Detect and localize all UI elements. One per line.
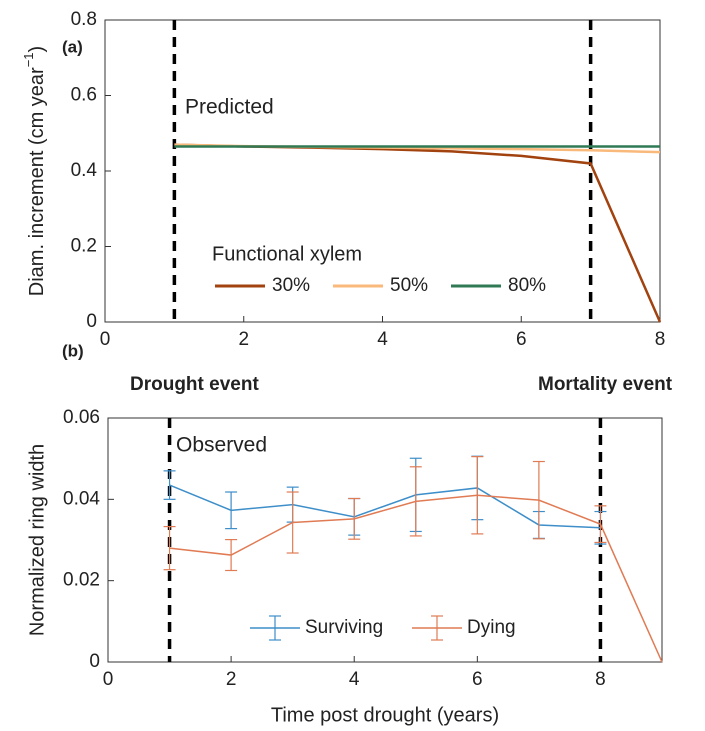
y-tick-label: 0.8	[71, 9, 97, 30]
error-bar	[532, 460, 545, 540]
legend-label: 80%	[508, 275, 546, 296]
error-bar	[163, 525, 176, 571]
y-axis-label-text: )	[26, 46, 48, 53]
x-tick-label: 0	[100, 329, 111, 350]
x-tick-label: 8	[655, 329, 666, 350]
error-bar	[163, 470, 176, 500]
event-label: Mortality event	[538, 374, 673, 395]
x-tick-label: 6	[472, 669, 483, 690]
y-tick-label: 0	[89, 651, 100, 672]
error-bar	[225, 491, 238, 530]
y-tick-label: 0.04	[63, 488, 100, 509]
y-axis-label-text: Diam. increment (cm year	[26, 67, 48, 296]
y-tick-label: 0.02	[63, 570, 100, 591]
error-bar	[348, 497, 361, 540]
y-axis-label: Diam. increment (cm year−1)	[21, 46, 48, 296]
legend-label: Dying	[467, 617, 516, 638]
error-bar	[594, 505, 607, 544]
panel-label: (b)	[62, 341, 84, 360]
annotation: Predicted	[185, 96, 274, 119]
axes-box	[104, 19, 661, 323]
event-label: Drought event	[130, 374, 259, 395]
x-tick-label: 4	[349, 669, 360, 690]
x-tick-label: 2	[238, 329, 249, 350]
error-bar	[286, 491, 299, 554]
series-line	[169, 484, 601, 529]
x-tick-label: 2	[226, 669, 237, 690]
error-bar	[225, 538, 238, 572]
y-axis-label: Normalized ring width	[26, 444, 48, 636]
y-axis-label-sup: −1	[21, 52, 36, 67]
y-tick-label: 0.6	[71, 85, 97, 106]
y-tick-label: 0.4	[71, 160, 98, 181]
legend-box	[246, 611, 528, 643]
legend-title: Functional xylem	[212, 243, 362, 265]
error-bar	[471, 456, 484, 535]
error-bar	[409, 466, 422, 537]
legend-label: 50%	[390, 275, 428, 296]
x-axis-label: Time post drought (years)	[271, 704, 499, 726]
y-tick-label: 0.06	[63, 407, 100, 428]
panel-label: (a)	[62, 37, 83, 56]
y-tick-label: 0.2	[71, 236, 97, 257]
x-tick-label: 8	[595, 669, 606, 690]
x-tick-label: 4	[377, 329, 388, 350]
axes-box	[107, 417, 663, 663]
legend-label: 30%	[272, 275, 310, 296]
annotation: Observed	[176, 434, 267, 457]
x-tick-label: 6	[516, 329, 527, 350]
legend-label: Surviving	[305, 617, 383, 638]
y-tick-label: 0	[86, 311, 97, 332]
x-tick-label: 0	[103, 669, 114, 690]
